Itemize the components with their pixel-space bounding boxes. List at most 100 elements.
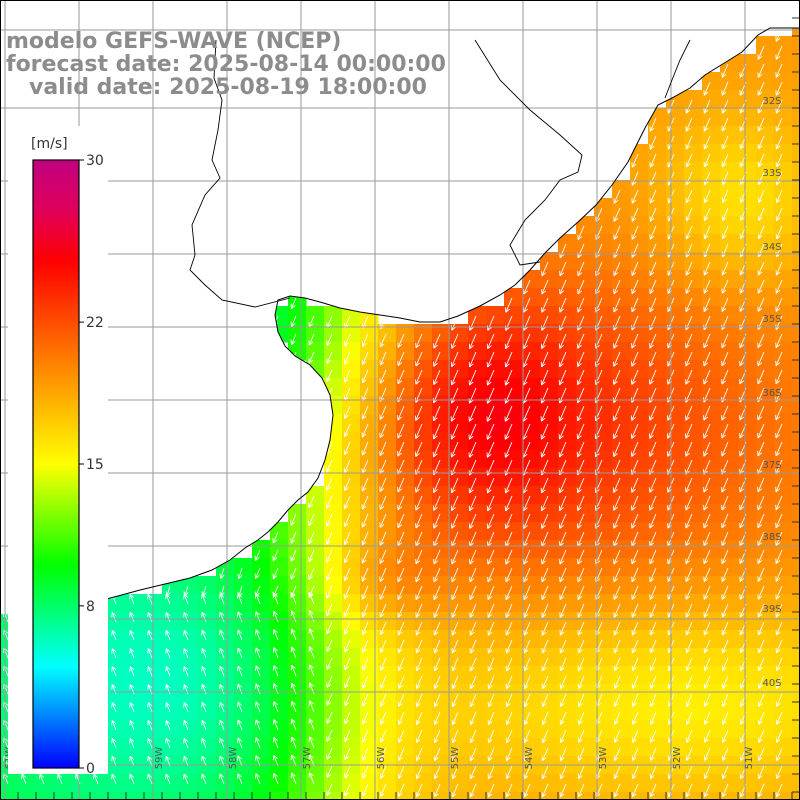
wind-arrow <box>685 99 693 114</box>
wind-cell <box>558 396 577 415</box>
wind-arrow <box>559 711 567 725</box>
wind-arrow <box>290 664 297 677</box>
wind-arrow <box>326 657 333 670</box>
wind-arrow <box>649 747 657 761</box>
wind-cell <box>414 666 433 685</box>
wind-cell <box>756 702 775 721</box>
wind-cell <box>414 450 433 469</box>
wind-arrow <box>486 351 495 368</box>
wind-arrow <box>237 773 243 785</box>
wind-cell <box>522 648 541 667</box>
wind-cell <box>450 774 469 793</box>
wind-cell <box>360 342 379 361</box>
wind-cell <box>432 702 451 721</box>
wind-cell <box>774 450 793 469</box>
wind-arrow <box>775 783 783 798</box>
wind-cell <box>450 450 469 469</box>
wind-arrow <box>577 711 585 725</box>
wind-cell <box>180 738 199 757</box>
wind-cell <box>774 504 793 523</box>
wind-arrow <box>721 63 729 78</box>
wind-arrow <box>649 207 657 222</box>
wind-cell <box>306 558 325 577</box>
wind-cell <box>288 648 307 667</box>
wind-arrow <box>361 351 369 365</box>
wind-cell <box>36 774 55 793</box>
wind-arrow <box>757 675 765 689</box>
wind-cell <box>738 468 757 487</box>
wind-arrow <box>703 675 711 689</box>
wind-arrow <box>451 549 459 565</box>
wind-arrow <box>290 772 297 785</box>
wind-arrow <box>433 747 441 762</box>
wind-cell <box>576 648 595 667</box>
wind-cell <box>342 684 361 703</box>
wind-cell <box>756 558 775 577</box>
wind-cell <box>288 594 307 613</box>
wind-cell <box>522 594 541 613</box>
wind-arrow <box>577 747 585 762</box>
wind-cell <box>792 36 800 55</box>
wind-arrow <box>362 675 369 689</box>
wind-arrow <box>685 783 693 798</box>
wind-arrow <box>505 585 513 601</box>
wind-arrow <box>703 351 711 367</box>
wind-cell <box>630 540 649 559</box>
wind-cell <box>234 612 253 631</box>
wind-cell <box>558 612 577 631</box>
wind-cell <box>378 666 397 685</box>
wind-cell <box>324 360 343 379</box>
wind-arrow <box>613 225 621 240</box>
wind-arrow <box>541 675 549 690</box>
wind-arrow <box>523 603 531 618</box>
wind-cell <box>504 576 523 595</box>
wind-cell <box>648 270 667 289</box>
wind-cell <box>558 468 577 487</box>
wind-cell <box>504 486 523 505</box>
wind-arrow <box>432 441 441 458</box>
wind-arrow <box>505 567 513 583</box>
wind-cell <box>576 504 595 523</box>
wind-cell <box>648 720 667 739</box>
wind-arrow <box>326 423 333 437</box>
wind-arrow <box>775 711 783 725</box>
wind-cell <box>702 774 721 793</box>
wind-arrow <box>577 621 585 636</box>
wind-arrow <box>415 585 423 601</box>
wind-arrow <box>433 549 441 565</box>
wind-arrow <box>254 567 261 579</box>
wind-cell <box>666 198 685 217</box>
wind-arrow <box>272 531 279 544</box>
wind-arrow <box>721 549 729 565</box>
wind-cell <box>342 324 361 343</box>
wind-arrow <box>576 351 585 367</box>
wind-arrow <box>308 333 315 346</box>
wind-arrow <box>504 333 513 350</box>
lon-label: 57W <box>302 747 313 770</box>
wind-arrow <box>721 693 729 707</box>
wind-cell <box>324 576 343 595</box>
wind-cell <box>648 414 667 433</box>
wind-arrow <box>308 592 315 605</box>
wind-cell <box>360 594 379 613</box>
wind-cell <box>738 216 757 235</box>
wind-cell <box>324 720 343 739</box>
wind-cell <box>612 396 631 415</box>
wind-cell <box>738 180 757 199</box>
wind-cell <box>414 774 433 793</box>
wind-cell <box>432 774 451 793</box>
wind-cell <box>720 666 739 685</box>
wind-arrow <box>703 441 711 457</box>
wind-arrow <box>649 603 657 618</box>
wind-arrow <box>648 423 657 439</box>
colorbar-tick-label: 30 <box>86 153 104 169</box>
wind-cell <box>522 738 541 757</box>
wind-arrow <box>649 513 657 529</box>
wind-arrow <box>775 207 783 222</box>
wind-arrow <box>631 333 639 349</box>
wind-cell <box>486 540 505 559</box>
wind-arrow <box>326 639 333 652</box>
lat-label: 35S <box>762 314 781 325</box>
wind-cell <box>126 630 145 649</box>
wind-cell <box>612 522 631 541</box>
